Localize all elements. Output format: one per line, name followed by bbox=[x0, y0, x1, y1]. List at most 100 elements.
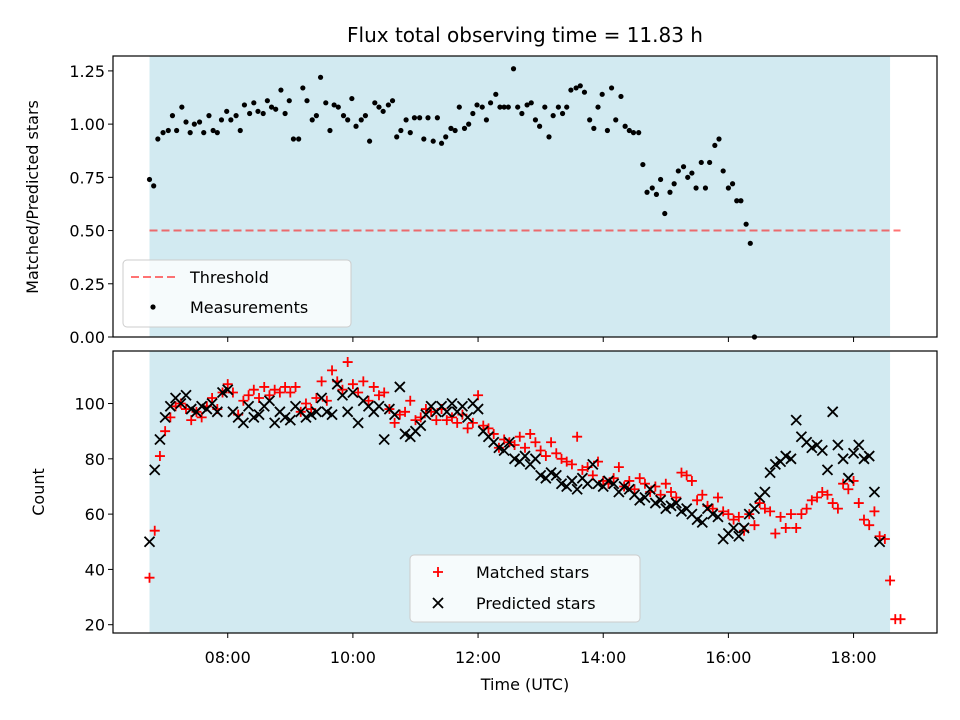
top-panel: 0.00 0.25 0.50 0.75 1.00 1.25 Threshold Measure… bbox=[69, 55, 938, 347]
predicted-point bbox=[654, 494, 667, 506]
matched-point bbox=[817, 487, 828, 497]
measurement-point bbox=[657, 176, 664, 183]
measurement-point bbox=[358, 117, 364, 123]
measurement-point bbox=[618, 93, 624, 100]
matched-point bbox=[525, 428, 536, 439]
measurement-point bbox=[613, 117, 619, 123]
matched-point bbox=[196, 412, 207, 423]
predicted-point bbox=[373, 400, 385, 412]
measurement-point bbox=[581, 89, 588, 95]
predicted-point bbox=[279, 411, 291, 423]
predicted-point bbox=[378, 433, 390, 446]
matched-point bbox=[561, 456, 572, 467]
predicted-point bbox=[759, 486, 771, 498]
matched-point bbox=[723, 509, 734, 520]
matched-point bbox=[759, 503, 770, 514]
predicted-point bbox=[863, 450, 875, 462]
matched-point bbox=[629, 484, 640, 495]
measurement-point bbox=[296, 136, 302, 142]
x-tick-label: 08:00 bbox=[205, 648, 251, 667]
matched-point bbox=[368, 381, 379, 392]
matched-point bbox=[337, 384, 348, 395]
bottom-panel: 20 40 60 80 100 08:00 10:00 12:00 14:00 16:00 18:0… bbox=[74, 350, 938, 667]
predicted-point bbox=[670, 497, 682, 509]
measurement-point bbox=[191, 121, 197, 127]
matched-point bbox=[785, 509, 796, 520]
predicted-point bbox=[394, 381, 406, 393]
matched-point bbox=[353, 387, 364, 398]
measurement-point bbox=[268, 104, 275, 110]
matched-point bbox=[181, 404, 192, 415]
measurement-point bbox=[671, 181, 677, 187]
y-tick-label: 0.75 bbox=[69, 168, 105, 187]
matched-point bbox=[718, 506, 729, 517]
predicted-point bbox=[461, 411, 474, 423]
measurement-point bbox=[201, 130, 207, 136]
matched-point bbox=[707, 503, 718, 514]
predicted-point bbox=[858, 453, 870, 465]
predicted-point bbox=[222, 384, 234, 396]
matched-point bbox=[462, 423, 473, 434]
predicted-point bbox=[545, 467, 557, 479]
matched-point bbox=[843, 484, 854, 495]
predicted-point bbox=[837, 453, 849, 465]
predicted-point bbox=[727, 522, 740, 534]
measurement-point bbox=[587, 117, 593, 123]
predicted-point bbox=[712, 511, 724, 523]
matched-point bbox=[358, 376, 369, 387]
predicted-point bbox=[868, 486, 881, 498]
matched-point bbox=[634, 473, 645, 484]
measurement-point bbox=[644, 189, 650, 195]
matched-point bbox=[613, 462, 624, 473]
measurement-point bbox=[479, 104, 485, 110]
bottom-y-axis-label: Count bbox=[29, 468, 48, 516]
matched-point bbox=[467, 417, 478, 428]
y-tick-label: 1.00 bbox=[69, 115, 105, 134]
matched-point bbox=[540, 451, 551, 462]
predicted-point bbox=[211, 406, 223, 418]
y-tick-label: 40 bbox=[85, 560, 105, 579]
measurement-point bbox=[224, 108, 230, 114]
y-tick-label: 80 bbox=[85, 450, 105, 469]
matched-point bbox=[551, 448, 562, 459]
matched-point bbox=[285, 387, 296, 398]
y-tick-label: 20 bbox=[85, 616, 105, 635]
matched-point bbox=[144, 572, 155, 583]
matched-point bbox=[379, 387, 390, 398]
measurement-point bbox=[743, 221, 749, 227]
matched-point bbox=[874, 531, 885, 542]
predicted-point bbox=[555, 478, 568, 490]
matched-point bbox=[827, 498, 838, 509]
measurement-point bbox=[398, 127, 404, 134]
predicted-point bbox=[310, 406, 323, 418]
predicted-point bbox=[748, 502, 761, 515]
measurement-point bbox=[165, 127, 171, 134]
measurement-point bbox=[349, 95, 355, 102]
matched-point bbox=[165, 412, 176, 423]
measurement-point bbox=[698, 159, 704, 166]
measurement-point bbox=[260, 110, 266, 117]
measurement-point bbox=[707, 159, 713, 166]
predicted-point bbox=[315, 392, 328, 404]
predicted-point bbox=[665, 500, 677, 512]
measurement-point bbox=[187, 130, 193, 136]
matched-point bbox=[311, 393, 322, 403]
matched-point bbox=[639, 478, 650, 489]
measurement-point bbox=[255, 108, 261, 114]
predicted-point bbox=[821, 464, 834, 476]
matched-point bbox=[207, 393, 218, 403]
matched-point bbox=[681, 470, 692, 481]
measurement-point bbox=[604, 127, 611, 134]
measurement-point bbox=[456, 104, 462, 110]
matched-point bbox=[154, 451, 165, 462]
measurement-point bbox=[550, 113, 556, 119]
matched-point bbox=[822, 489, 833, 500]
legend-predicted-label: Predicted stars bbox=[476, 594, 596, 613]
series-matched-stars bbox=[144, 357, 906, 625]
matched-point bbox=[749, 520, 760, 531]
predicted-point bbox=[305, 408, 317, 421]
matched-point bbox=[264, 390, 275, 401]
predicted-point bbox=[644, 483, 656, 495]
measurement-point bbox=[421, 136, 427, 142]
predicted-point bbox=[342, 406, 354, 418]
